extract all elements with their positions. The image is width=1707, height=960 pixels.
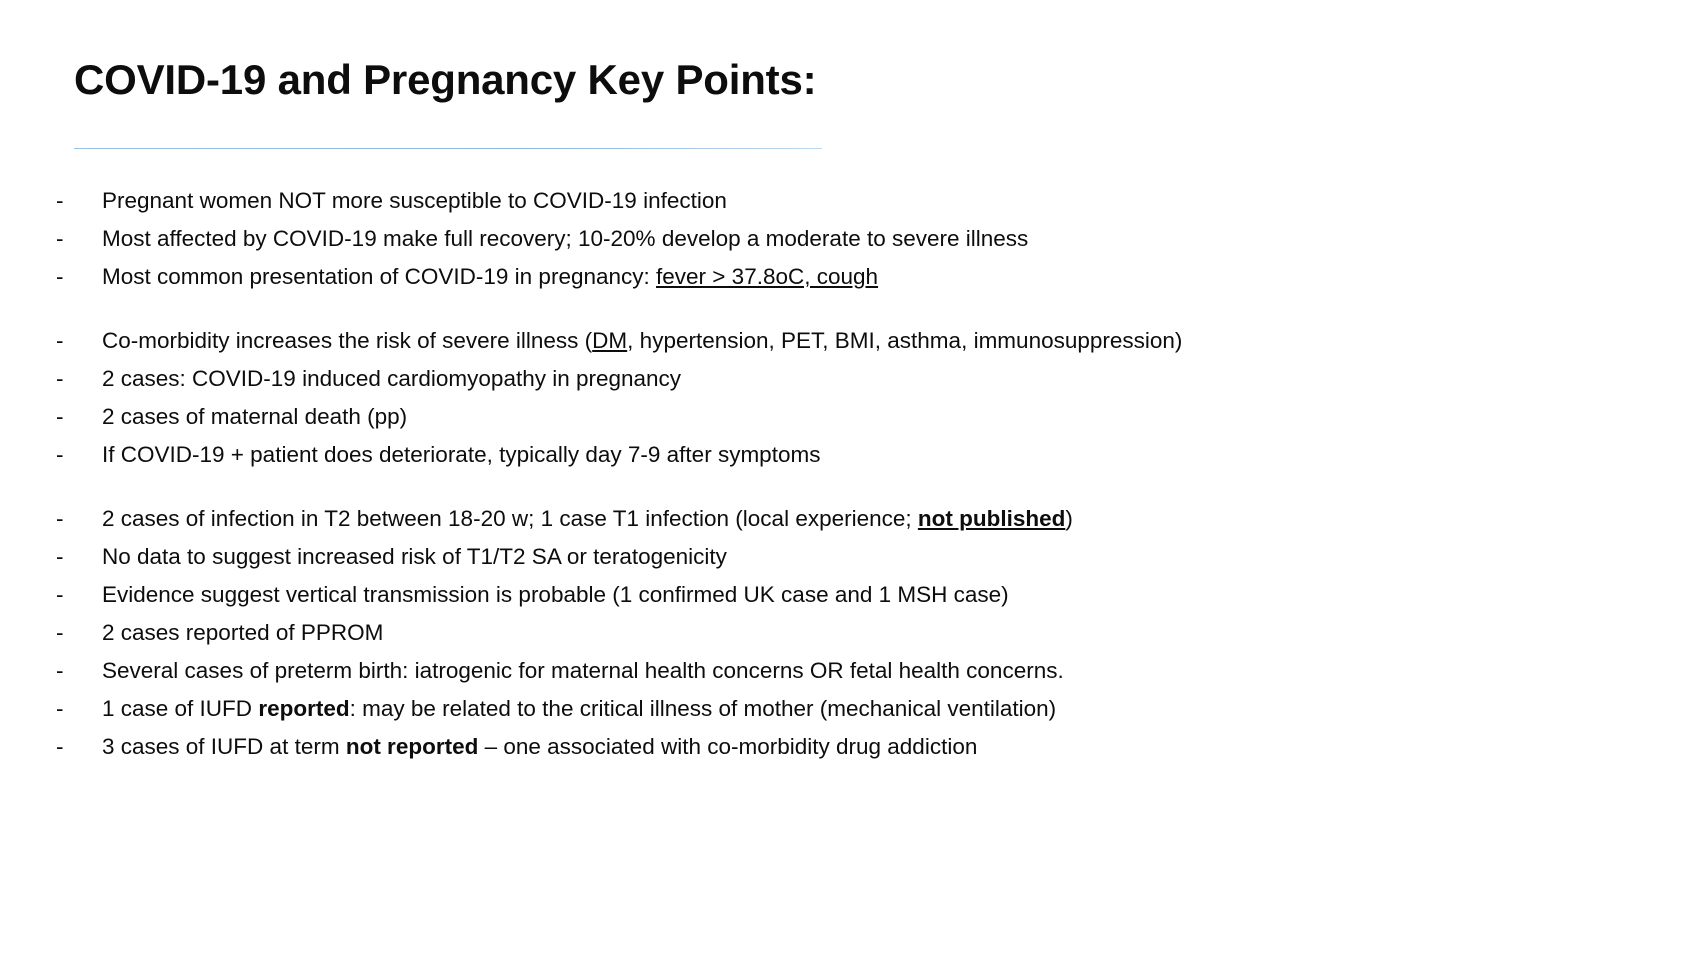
text-segment: Pregnant women NOT more susceptible to C… xyxy=(102,188,727,213)
page-title: COVID-19 and Pregnancy Key Points: xyxy=(74,56,817,103)
bullet-item: - Most affected by COVID-19 make full rec… xyxy=(52,220,1652,258)
text-segment: Evidence suggest vertical transmission i… xyxy=(102,582,1009,607)
bullet-marker: - xyxy=(56,404,64,429)
bullet-marker: - xyxy=(56,264,64,289)
text-segment: , hypertension, PET, BMI, asthma, immuno… xyxy=(627,328,1183,353)
bullet-item: - Most common presentation of COVID-19 in… xyxy=(52,258,1652,296)
bullet-marker: - xyxy=(56,620,64,645)
bullet-text: 2 cases: COVID-19 induced cardiomyopathy… xyxy=(102,366,681,391)
bullet-marker: - xyxy=(56,366,64,391)
bullet-marker: - xyxy=(56,506,64,531)
text-segment: No data to suggest increased risk of T1/… xyxy=(102,544,727,569)
text-segment: Most affected by COVID-19 make full reco… xyxy=(102,226,1029,251)
bullet-text: Evidence suggest vertical transmission i… xyxy=(102,582,1009,607)
text-segment: ) xyxy=(1065,506,1073,531)
bullet-item: - 2 cases reported of PPROM xyxy=(52,614,1652,652)
text-segment: 3 cases of IUFD at term xyxy=(102,734,346,759)
bullet-item: - If COVID-19 + patient does deteriorate,… xyxy=(52,436,1652,474)
bullet-text: 2 cases of maternal death (pp) xyxy=(102,404,407,429)
title-divider xyxy=(74,148,822,149)
text-segment: not reported xyxy=(345,734,479,759)
text-segment: reported xyxy=(258,696,350,721)
text-segment: 1 case of IUFD xyxy=(102,696,259,721)
text-segment: fever > 37.8oC, cough xyxy=(656,264,879,289)
bullet-text: 2 cases of infection in T2 between 18-20… xyxy=(102,506,1073,531)
bullet-marker: - xyxy=(56,328,64,353)
text-segment: 2 cases reported of PPROM xyxy=(102,620,384,645)
bullet-item: - 2 cases of maternal death (pp) xyxy=(52,398,1652,436)
bullet-item: - Pregnant women NOT more susceptible to … xyxy=(52,182,1652,220)
bullet-text: No data to suggest increased risk of T1/… xyxy=(102,544,727,569)
bullet-item: - 1 case of IUFD reported: may be related… xyxy=(52,690,1652,728)
bullet-marker: - xyxy=(56,696,64,721)
bullet-text: Pregnant women NOT more susceptible to C… xyxy=(102,188,727,213)
text-segment: not published xyxy=(917,506,1066,531)
bullet-text: If COVID-19 + patient does deteriorate, … xyxy=(102,442,820,467)
bullet-marker: - xyxy=(56,226,64,251)
text-segment: Several cases of preterm birth: iatrogen… xyxy=(102,658,1064,683)
text-segment: If COVID-19 + patient does deteriorate, … xyxy=(102,442,821,467)
text-segment: DM xyxy=(592,328,628,353)
text-segment: – one associated with co-morbidity drug … xyxy=(478,734,978,759)
bullet-group: - Co-morbidity increases the risk of seve… xyxy=(52,322,1652,474)
text-segment: 2 cases: COVID-19 induced cardiomyopathy… xyxy=(102,366,682,391)
bullet-marker: - xyxy=(56,544,64,569)
bullet-marker: - xyxy=(56,658,64,683)
bullet-marker: - xyxy=(56,734,64,759)
bullet-text: Co-morbidity increases the risk of sever… xyxy=(102,328,1182,353)
bullet-item: - 2 cases of infection in T2 between 18-2… xyxy=(52,500,1652,538)
bullet-item: - Evidence suggest vertical transmission … xyxy=(52,576,1652,614)
bullet-item: - 2 cases: COVID-19 induced cardiomyopath… xyxy=(52,360,1652,398)
bullet-item: - Several cases of preterm birth: iatroge… xyxy=(52,652,1652,690)
bullet-group: - 2 cases of infection in T2 between 18-2… xyxy=(52,500,1652,766)
text-segment: 2 cases of maternal death (pp) xyxy=(102,404,408,429)
bullet-text: 2 cases reported of PPROM xyxy=(102,620,383,645)
text-segment: : may be related to the critical illness… xyxy=(349,696,1057,721)
text-segment: Co-morbidity increases the risk of sever… xyxy=(102,328,593,353)
bullet-item: - No data to suggest increased risk of T1… xyxy=(52,538,1652,576)
bullet-text: 3 cases of IUFD at term not reported – o… xyxy=(102,734,977,759)
bullet-text: Several cases of preterm birth: iatrogen… xyxy=(102,658,1064,683)
text-segment: Most common presentation of COVID-19 in … xyxy=(102,264,657,289)
bullet-item: - Co-morbidity increases the risk of seve… xyxy=(52,322,1652,360)
text-segment: 2 cases of infection in T2 between 18-20… xyxy=(102,506,918,531)
bullet-marker: - xyxy=(56,442,64,467)
bullet-marker: - xyxy=(56,188,64,213)
bullet-content: - Pregnant women NOT more susceptible to … xyxy=(52,182,1652,766)
bullet-text: 1 case of IUFD reported: may be related … xyxy=(102,696,1056,721)
bullet-group: - Pregnant women NOT more susceptible to … xyxy=(52,182,1652,296)
bullet-marker: - xyxy=(56,582,64,607)
bullet-text: Most common presentation of COVID-19 in … xyxy=(102,264,878,289)
bullet-item: - 3 cases of IUFD at term not reported – … xyxy=(52,728,1652,766)
bullet-text: Most affected by COVID-19 make full reco… xyxy=(102,226,1028,251)
